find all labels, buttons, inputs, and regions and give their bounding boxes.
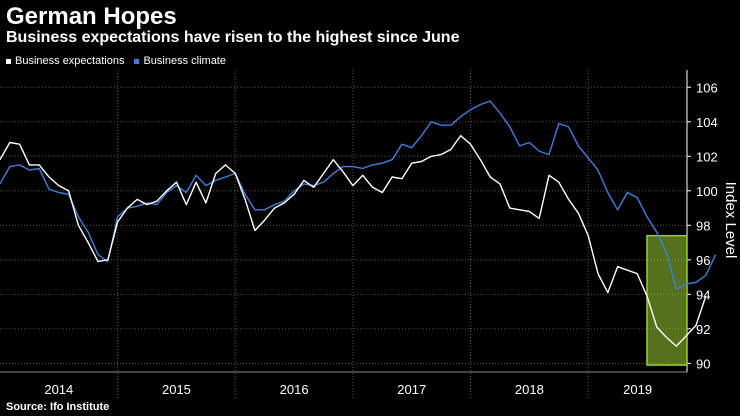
x-tick-label: 2016 — [280, 382, 309, 397]
source-note: Source: Ifo Institute — [6, 401, 110, 413]
legend-label-climate: Business climate — [143, 55, 226, 67]
chart-title: German Hopes — [6, 3, 177, 30]
legend: Business expectations Business climate — [6, 55, 226, 67]
x-tick-label: 2019 — [623, 382, 652, 397]
legend-swatch-climate — [134, 58, 140, 64]
y-tick-label: 94 — [696, 287, 710, 302]
x-tick-label: 2015 — [162, 382, 191, 397]
chart-subtitle: Business expectations have risen to the … — [6, 29, 460, 46]
y-tick-label: 100 — [696, 184, 718, 199]
series-line-business-expectations — [0, 134, 707, 347]
y-axis-title: Index Level — [722, 182, 739, 259]
x-tick-label: 2018 — [515, 382, 544, 397]
y-tick-label: 96 — [696, 253, 710, 268]
legend-swatch-expectations — [6, 58, 11, 64]
y-tick-label: 104 — [696, 115, 718, 130]
y-tick-label: 92 — [696, 322, 710, 337]
legend-item-expectations: Business expectations — [6, 55, 124, 67]
legend-label-expectations: Business expectations — [15, 55, 125, 67]
y-tick-label: 102 — [696, 149, 718, 164]
y-tick-label: 106 — [696, 80, 718, 95]
x-tick-label: 2014 — [44, 382, 73, 397]
highlight-box — [646, 234, 688, 366]
x-tick-label: 2017 — [397, 382, 426, 397]
y-tick-label: 90 — [696, 356, 710, 371]
series-line-business-climate — [0, 100, 717, 290]
legend-item-climate: Business climate — [134, 55, 226, 67]
y-tick-label: 98 — [696, 218, 710, 233]
